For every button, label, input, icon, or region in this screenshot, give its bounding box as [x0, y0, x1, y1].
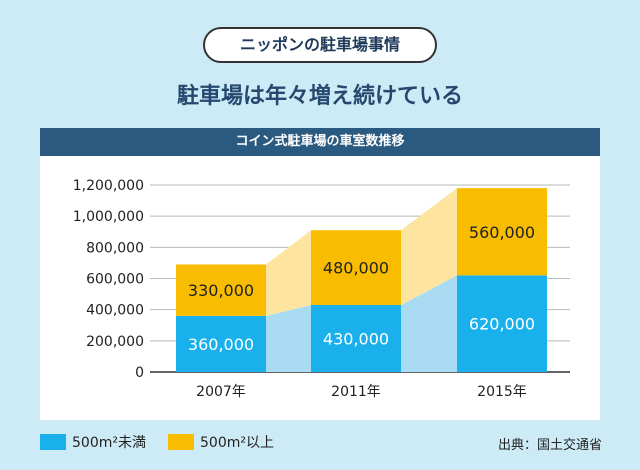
bar-over-500 — [457, 188, 547, 276]
data-label-under-500: 430,000 — [323, 329, 389, 348]
data-label-over-500: 560,000 — [469, 223, 535, 242]
legend-item-under-500: 500m²未満 — [40, 432, 146, 452]
y-tick-label: 400,000 — [86, 303, 144, 319]
y-tick-label: 200,000 — [86, 334, 144, 350]
legend-label-under-500: 500m²未満 — [72, 435, 146, 451]
legend-swatch-yellow — [168, 434, 194, 450]
source-note: 出典：国土交通省 — [497, 438, 602, 453]
stacked-bar-chart: 0 200,000 400,000 600,000 800,000 1,000,000 1,… — [73, 178, 570, 400]
y-tick-label: 1,000,000 — [73, 209, 144, 225]
data-label-under-500: 620,000 — [469, 315, 535, 334]
headline: 駐車場は年々増え続けている — [176, 84, 463, 109]
bar-under-500 — [457, 275, 547, 372]
data-label-under-500: 360,000 — [188, 335, 254, 354]
y-tick-label: 600,000 — [86, 272, 144, 288]
legend-item-over-500: 500m²以上 — [168, 432, 274, 452]
legend-swatch-blue — [40, 434, 66, 450]
bar-over-500 — [311, 230, 401, 305]
connector-band-under-500 — [266, 304, 311, 372]
x-tick-label: 2011年 — [331, 384, 381, 400]
bar-over-500 — [176, 264, 266, 316]
bar-under-500 — [311, 304, 401, 372]
data-label-over-500: 330,000 — [188, 281, 254, 300]
chart-title: コイン式駐車場の車室数推移 — [40, 128, 600, 156]
data-label-over-500: 480,000 — [323, 259, 389, 278]
y-tick-label: 1,200,000 — [73, 178, 144, 194]
x-tick-label: 2007年 — [196, 384, 246, 400]
y-tick-label: 800,000 — [86, 240, 144, 256]
connector-band-over-500 — [401, 188, 457, 305]
bar-under-500 — [176, 315, 266, 372]
topic-pill: ニッポンの駐車場事情 — [203, 27, 437, 63]
y-tick-label: 0 — [135, 365, 144, 381]
connector-band-under-500 — [401, 275, 457, 372]
legend-label-over-500: 500m²以上 — [200, 435, 274, 451]
connector-band-over-500 — [266, 230, 311, 316]
x-tick-label: 2015年 — [477, 384, 527, 400]
